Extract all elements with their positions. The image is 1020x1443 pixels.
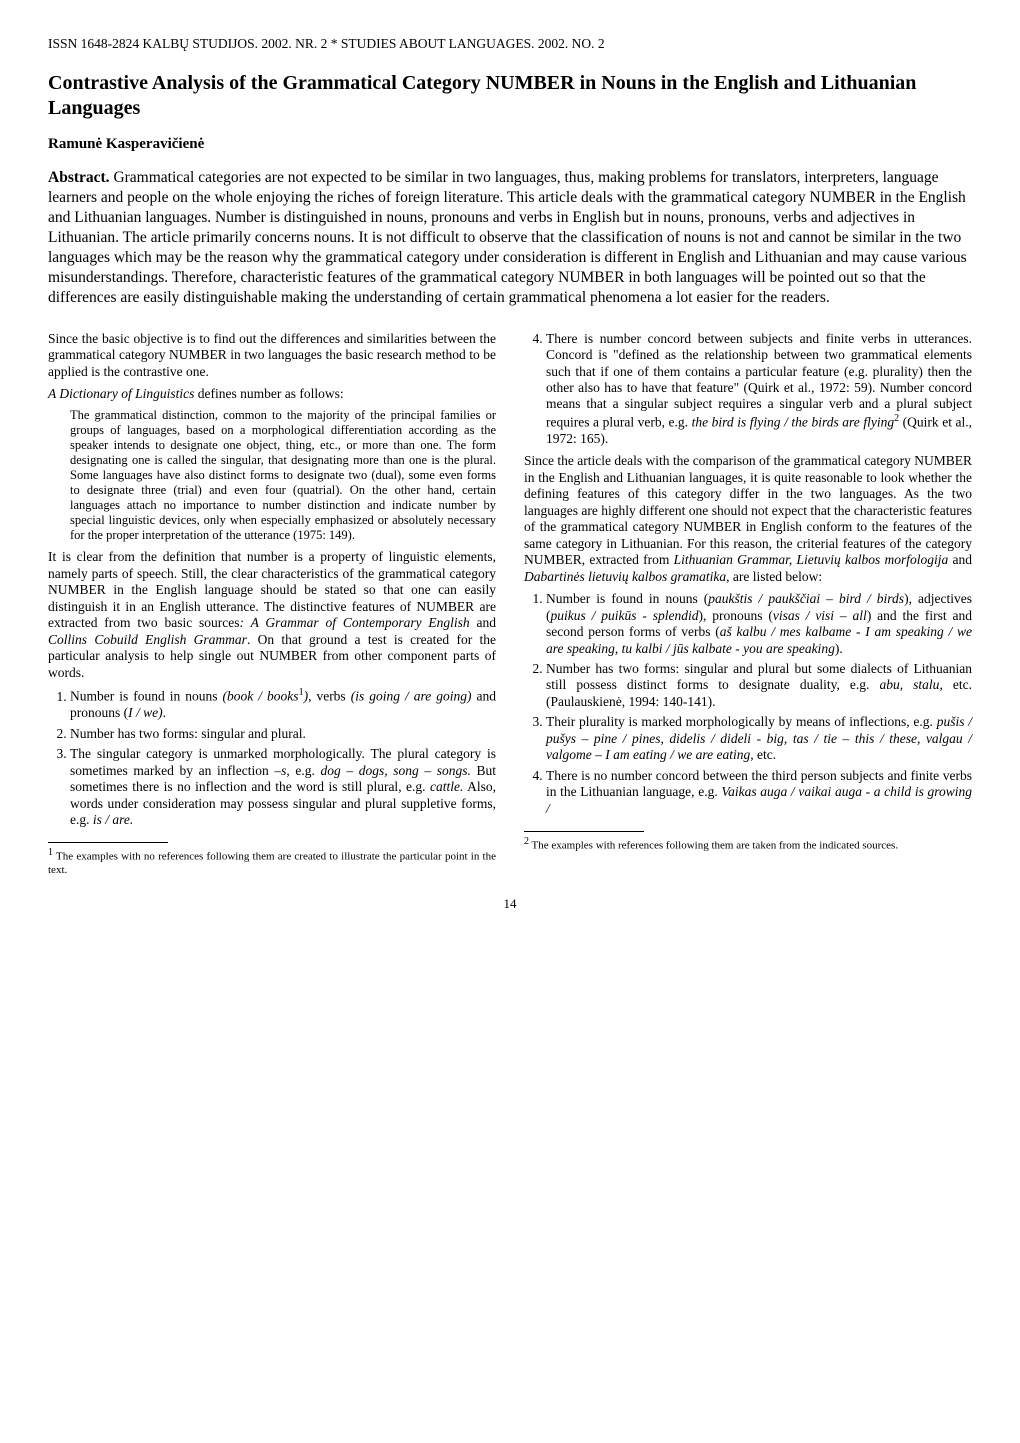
list-item: There is no number concord between the t… — [546, 768, 972, 817]
footnote-2: 2 The examples with references following… — [524, 836, 972, 853]
author-name: Ramunė Kasperavičienė — [48, 135, 972, 154]
english-features-list-cont: There is number concord between subjects… — [524, 331, 972, 448]
l2i2b: abu, stalu — [879, 677, 939, 692]
li3f: cattle. — [430, 779, 463, 794]
footnote-2-text: The examples with references following t… — [529, 840, 898, 852]
l2i1d: puikus / puikūs — [551, 608, 637, 623]
li1h: . — [163, 705, 166, 720]
footnote-rule — [524, 831, 644, 832]
dict-rest: defines number as follows: — [194, 386, 343, 401]
abstract-block: Abstract. Grammatical categories are not… — [48, 168, 972, 309]
dict-intro: A Dictionary of Linguistics defines numb… — [48, 386, 496, 402]
p3c: and — [470, 615, 496, 630]
list-item: Number has two forms: singular and plura… — [546, 661, 972, 710]
rp1b: Lithuanian Grammar, Lietuvių kalbos morf… — [674, 552, 949, 567]
rp1a: Since the article deals with the compari… — [524, 453, 972, 567]
left-column: Since the basic objective is to find out… — [48, 331, 496, 878]
li1g: I / we) — [128, 705, 163, 720]
english-features-list: Number is found in nouns (book / books1)… — [48, 687, 496, 828]
li1d: , verbs — [308, 689, 351, 704]
ri4b: the bird is flying / the birds are flyin… — [692, 414, 894, 429]
list-item: There is number concord between subjects… — [546, 331, 972, 448]
dict-title: A Dictionary of Linguistics — [48, 386, 194, 401]
right-p1: Since the article deals with the compari… — [524, 453, 972, 585]
left-p1: Since the basic objective is to find out… — [48, 331, 496, 380]
li1a: Number is found in nouns — [70, 689, 223, 704]
list-item: The singular category is unmarked morpho… — [70, 746, 496, 828]
l2i1k: ). — [835, 641, 843, 656]
l2i1h: visas / visi – all — [773, 608, 867, 623]
lithuanian-features-list: Number is found in nouns (paukštis / pau… — [524, 591, 972, 817]
p3b: : A Grammar of Contemporary English — [240, 615, 470, 630]
footnote-1: 1 The examples with no references follow… — [48, 847, 496, 877]
dictionary-quote: The grammatical distinction, common to t… — [70, 408, 496, 543]
p3d: Collins Cobuild English Grammar — [48, 632, 247, 647]
rp1e: , are listed below: — [726, 569, 822, 584]
li3d: dog – dogs, song – songs. — [320, 763, 470, 778]
l2i4c: - — [862, 784, 874, 799]
rp1c: and — [948, 552, 972, 567]
li3h: is / are. — [93, 812, 133, 827]
list-item: Number has two forms: singular and plura… — [70, 726, 496, 742]
l2i4b: Vaikas auga / vaikai auga — [721, 784, 862, 799]
l2i1e: - — [636, 608, 652, 623]
li1e: (is going / are going) — [351, 689, 472, 704]
page-number: 14 — [48, 896, 972, 912]
li3c: , e.g. — [286, 763, 320, 778]
l2i1b: paukštis / paukščiai – bird / birds — [708, 591, 904, 606]
list-item: Number is found in nouns (paukštis / pau… — [546, 591, 972, 657]
issn-line: ISSN 1648-2824 KALBŲ STUDIJOS. 2002. NR.… — [48, 36, 972, 53]
list-item: Their plurality is marked morphologicall… — [546, 714, 972, 763]
abstract-text: Grammatical categories are not expected … — [48, 169, 967, 307]
footnote-rule — [48, 842, 168, 843]
l2i3a: Their plurality is marked morphologicall… — [546, 714, 937, 729]
rp1d: Dabartinės lietuvių kalbos gramatika — [524, 569, 726, 584]
l2i1f: splendid — [653, 608, 699, 623]
left-p3: It is clear from the definition that num… — [48, 549, 496, 681]
right-column: There is number concord between subjects… — [524, 331, 972, 878]
abstract-label: Abstract. — [48, 169, 110, 186]
l2i1a: Number is found in nouns ( — [546, 591, 708, 606]
li1b: (book / books — [223, 689, 299, 704]
article-title: Contrastive Analysis of the Grammatical … — [48, 71, 972, 121]
l2i3c: etc. — [754, 747, 777, 762]
footnote-1-text: The examples with no references followin… — [48, 851, 496, 876]
list-item: Number is found in nouns (book / books1)… — [70, 687, 496, 721]
l2i1g: ), pronouns ( — [698, 608, 772, 623]
two-column-body: Since the basic objective is to find out… — [48, 331, 972, 878]
